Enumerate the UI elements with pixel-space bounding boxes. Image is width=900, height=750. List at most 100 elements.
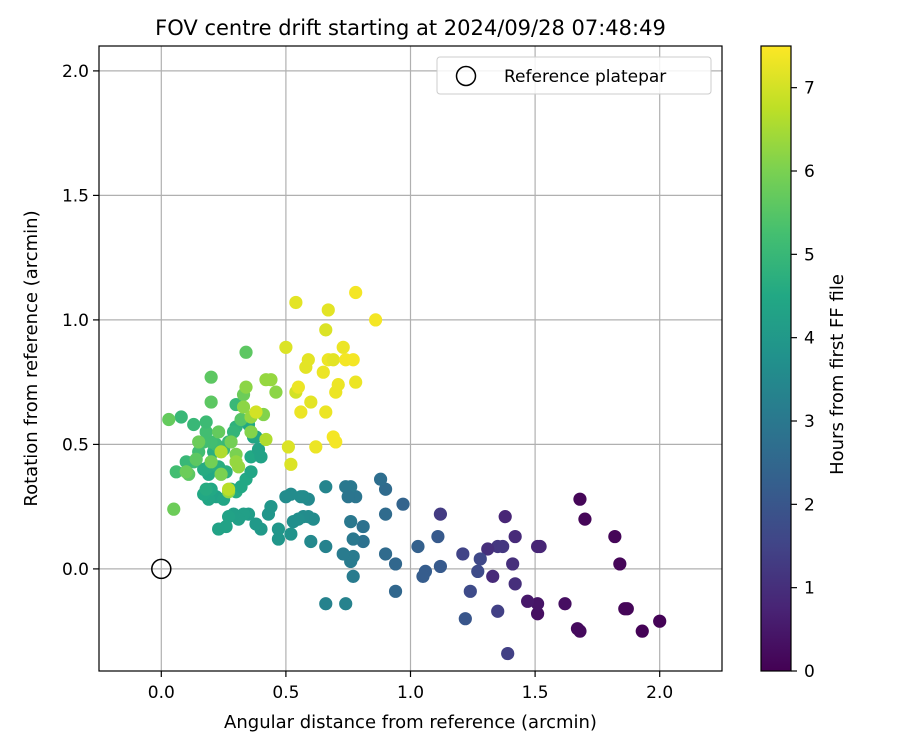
data-point (356, 519, 370, 534)
data-point (259, 432, 273, 447)
data-point (373, 472, 388, 486)
data-point (558, 597, 572, 611)
data-point (271, 522, 286, 536)
data-point (179, 455, 193, 469)
x-axis-ticks: 0.0 0.5 1.0 1.5 2.0 (148, 671, 673, 703)
colorbar-gradient (760, 45, 792, 672)
x-tick-label: 1.5 (522, 683, 549, 703)
data-point (291, 380, 305, 394)
data-point (281, 440, 295, 454)
data-point (378, 482, 393, 496)
data-point (264, 373, 278, 387)
y-axis-ticks: 0.0 0.5 1.0 1.5 2.0 (62, 62, 99, 580)
data-point (346, 353, 360, 367)
colorbar-tick-label: 3 (804, 412, 815, 432)
colorbar-tick-label: 4 (804, 329, 815, 349)
data-point (635, 624, 649, 638)
x-tick-label: 2.0 (646, 683, 673, 703)
data-point (269, 385, 283, 399)
data-point (506, 557, 520, 571)
data-point (204, 370, 218, 384)
data-point (239, 345, 253, 359)
legend-marker-icon (455, 65, 477, 87)
data-point (458, 612, 472, 626)
y-axis-title: Rotation from reference (arcmin) (21, 210, 42, 506)
data-point (199, 425, 213, 439)
data-point (349, 285, 363, 300)
data-point (491, 604, 505, 618)
data-point (530, 539, 545, 554)
y-tick-label: 2.0 (62, 62, 89, 82)
data-point (396, 497, 410, 511)
y-tick-label: 0.5 (62, 435, 89, 455)
data-point (463, 584, 477, 598)
data-point (336, 547, 350, 561)
data-point (378, 507, 393, 521)
data-point (301, 353, 315, 367)
data-point (179, 465, 193, 479)
data-point (508, 529, 522, 544)
data-point (341, 490, 355, 504)
data-point (199, 482, 213, 496)
data-point (187, 417, 201, 432)
legend-box (436, 56, 712, 95)
data-point (498, 510, 512, 524)
data-point (608, 529, 622, 544)
y-tick-label: 1.5 (62, 186, 89, 206)
data-point (199, 415, 213, 429)
x-tick-label: 0.0 (148, 683, 175, 703)
data-point (319, 480, 333, 494)
data-point (326, 353, 340, 367)
data-point (578, 512, 592, 526)
data-point (570, 622, 585, 636)
y-tick-label: 0.0 (62, 560, 89, 580)
data-point (271, 532, 286, 546)
data-point (226, 425, 241, 439)
data-point (433, 559, 448, 574)
x-axis-title: Angular distance from reference (arcmin) (224, 712, 597, 733)
data-point (319, 539, 333, 554)
colorbar-tick-label: 2 (804, 495, 815, 515)
legend: Reference platepar (436, 56, 712, 95)
data-point (244, 425, 258, 439)
data-point (212, 522, 226, 536)
data-point (653, 614, 667, 628)
data-point (339, 597, 353, 611)
data-point (244, 465, 258, 479)
data-point (329, 435, 343, 449)
data-point (456, 547, 470, 561)
chart-title: FOV centre drift starting at 2024/09/28 … (155, 16, 666, 40)
grid-lines (99, 46, 722, 671)
data-point (294, 490, 308, 504)
data-point (521, 594, 535, 608)
data-point (369, 313, 383, 327)
data-point (167, 502, 181, 516)
data-point (279, 340, 293, 354)
data-point (239, 380, 253, 394)
colorbar-tick-label: 0 (804, 662, 815, 682)
data-point (378, 547, 393, 561)
data-point (388, 584, 403, 598)
data-point (321, 303, 335, 317)
x-tick-label: 1.0 (397, 683, 424, 703)
data-point (339, 480, 353, 494)
data-point (224, 435, 238, 449)
data-point (284, 457, 298, 471)
reference-marker-layer (151, 558, 172, 580)
colorbar-tick-label: 5 (804, 245, 815, 265)
data-point (319, 323, 333, 337)
data-point (613, 557, 627, 571)
data-point (309, 440, 323, 454)
data-point (289, 295, 303, 310)
data-point (234, 412, 248, 427)
colorbar-title: Hours from first FF file (827, 274, 848, 475)
data-points (162, 285, 667, 661)
data-point (346, 569, 360, 583)
data-point (294, 405, 308, 419)
data-point (204, 395, 218, 409)
data-point (249, 405, 263, 419)
data-point (162, 412, 176, 427)
data-point (346, 532, 360, 546)
